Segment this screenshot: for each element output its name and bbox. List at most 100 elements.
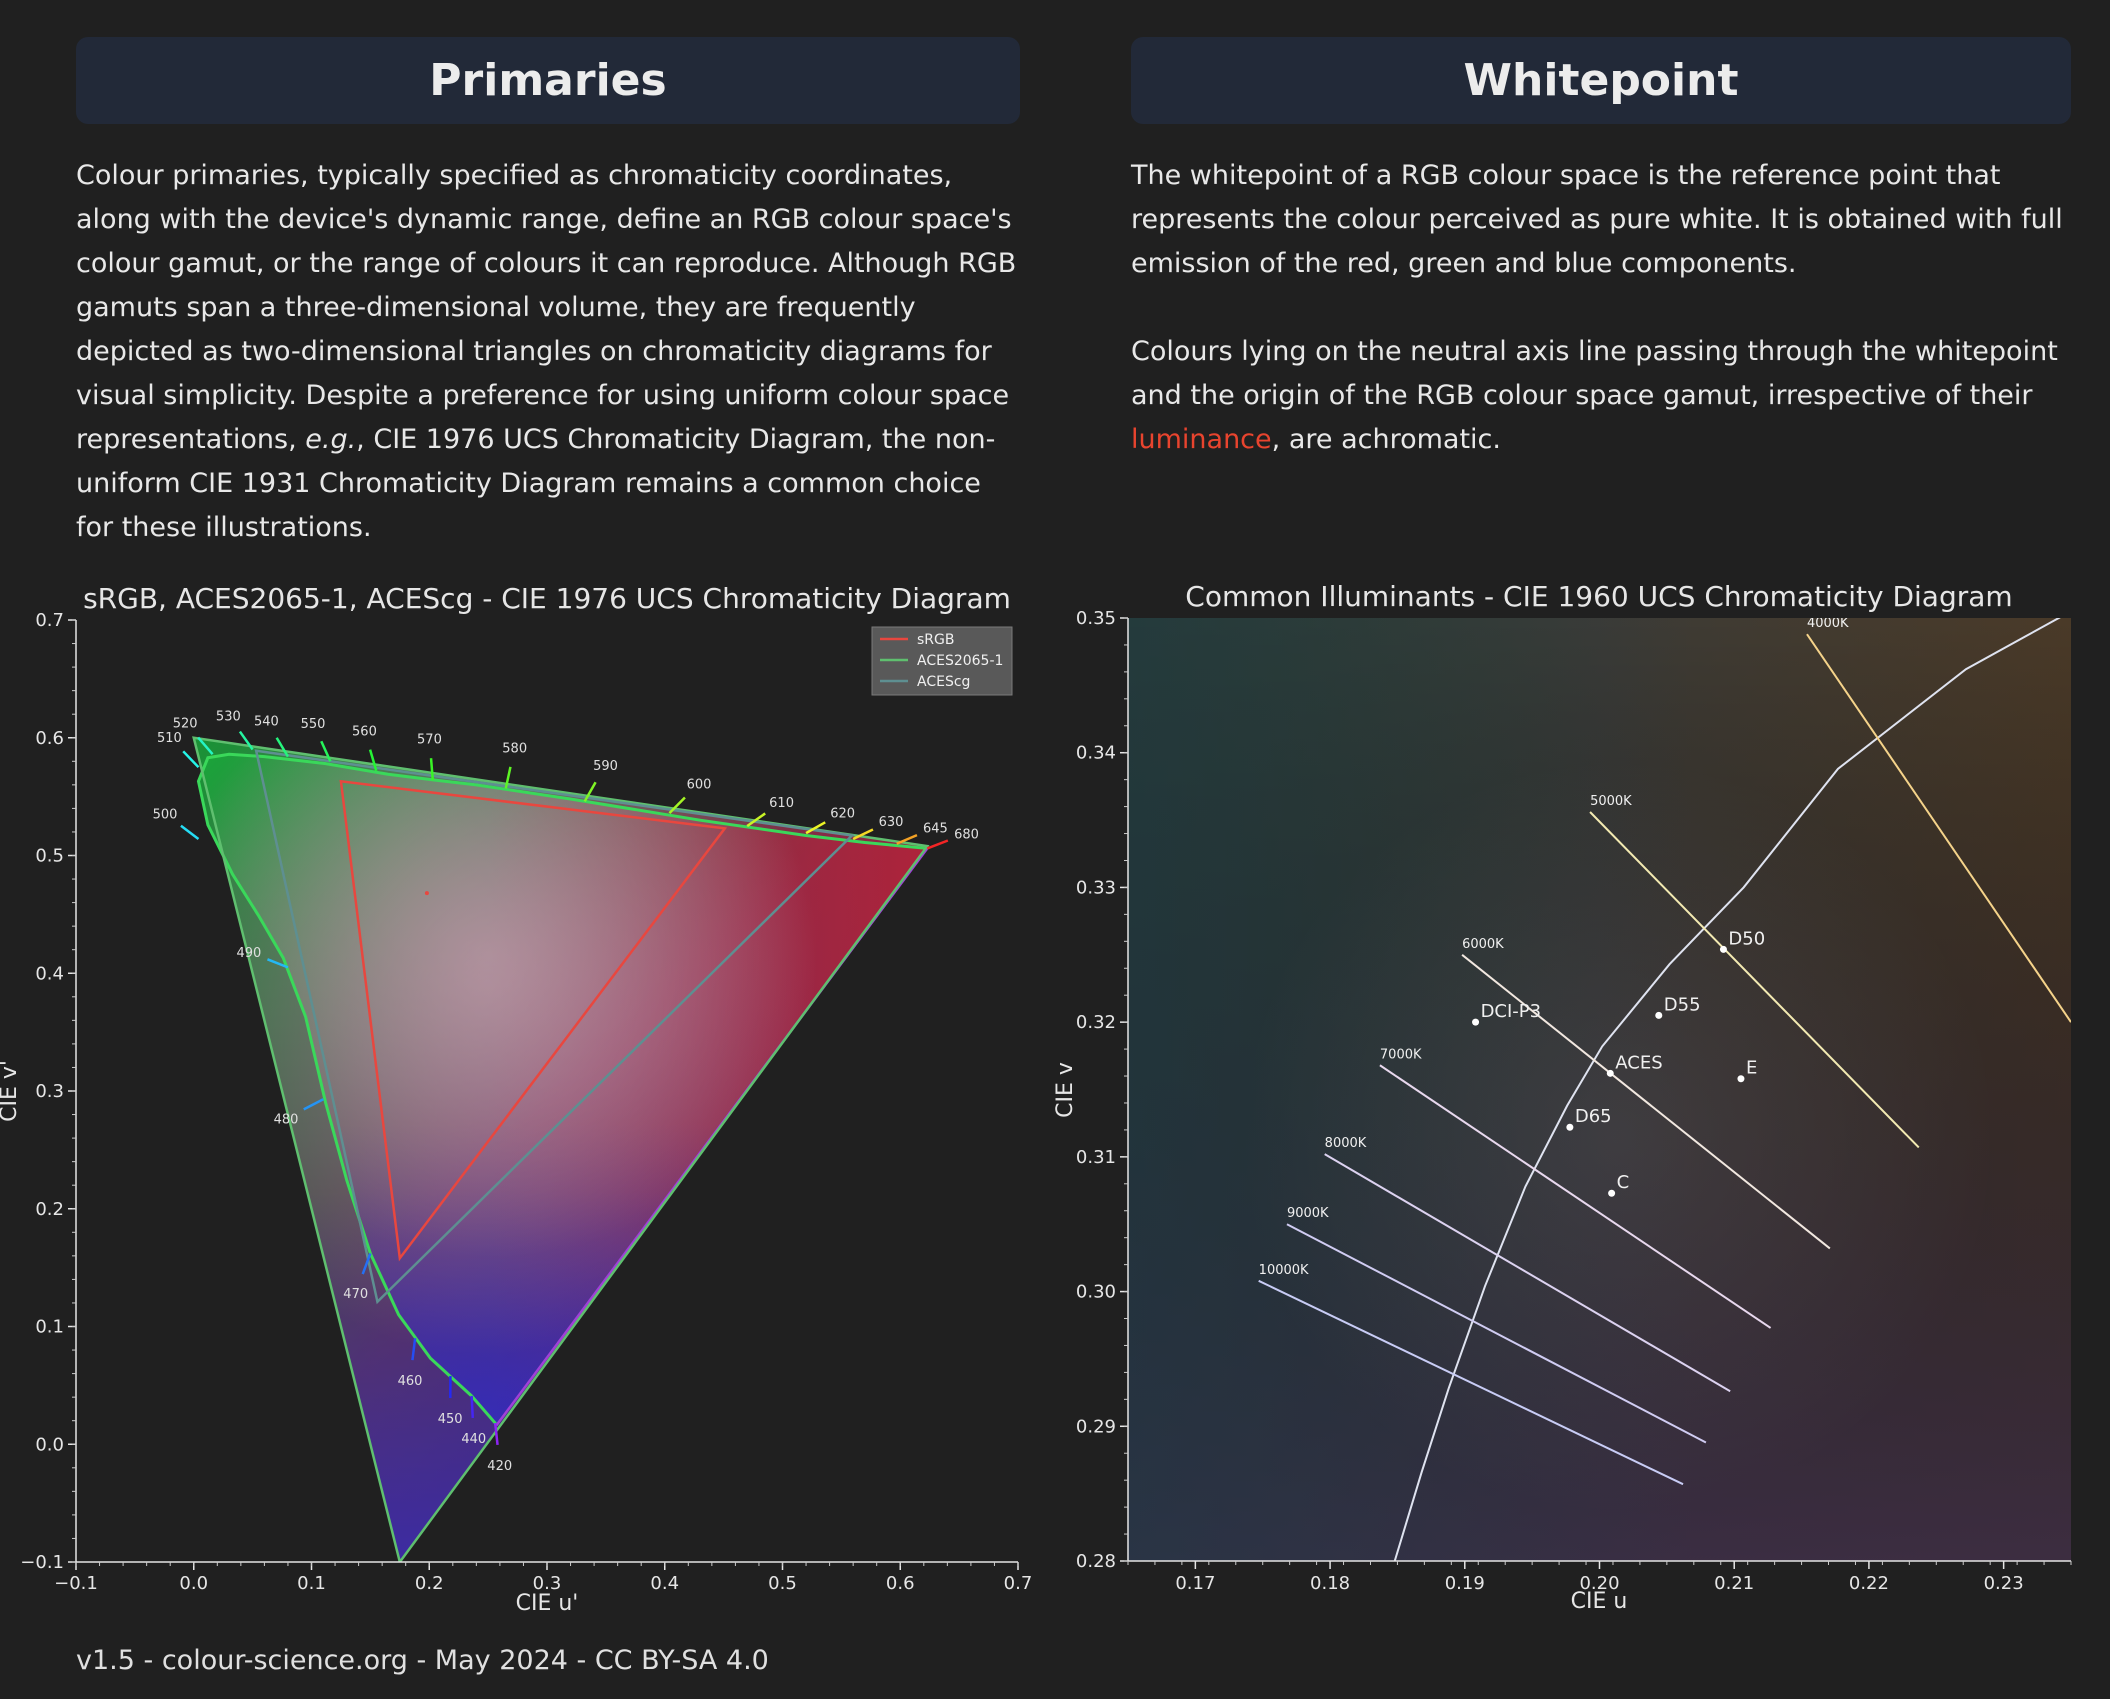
chart1-xtick-label: 0.7: [1004, 1573, 1033, 1594]
wavelength-label: 420: [487, 1459, 512, 1474]
chart1-xtick-label: 0.4: [650, 1573, 679, 1594]
chart1-xtick-label: 0.0: [179, 1573, 208, 1594]
chart1-xtick-label: 0.2: [415, 1573, 444, 1594]
wavelength-tick: [805, 821, 826, 835]
wavelength-label: 540: [254, 715, 279, 730]
chart2-ytick-label: 0.34: [1076, 743, 1116, 764]
chart1-title: sRGB, ACES2065-1, ACEScg - CIE 1976 UCS …: [83, 582, 1011, 615]
spectral-locus-fill: [198, 754, 928, 1426]
chart1-xtick-label: 0.5: [768, 1573, 797, 1594]
chart1-ytick-label: 0.2: [35, 1199, 64, 1220]
primaries-text-1: Colour primaries, typically specified as…: [76, 160, 1017, 455]
wavelength-label: 580: [502, 741, 527, 756]
illuminant-label-d50: D50: [1728, 928, 1765, 949]
chart1-ytick-label: 0.5: [35, 846, 64, 867]
whitepoint-description-2: Colours lying on the neutral axis line p…: [1131, 330, 2081, 462]
wavelength-label: 480: [274, 1113, 299, 1128]
chart2-xtick-label: 0.20: [1579, 1573, 1619, 1594]
chart2-title: Common Illuminants - CIE 1960 UCS Chroma…: [1185, 580, 2012, 613]
wavelength-tick: [896, 833, 918, 845]
chart2-ytick-label: 0.33: [1076, 877, 1116, 898]
wavelength-label: 550: [301, 717, 326, 732]
primaries-text-2: , CIE 1976 UCS Chromaticity Diagram, the…: [76, 424, 996, 543]
wavelength-tick: [180, 824, 200, 841]
chart2-xtick-label: 0.21: [1714, 1573, 1754, 1594]
wavelength-tick: [746, 812, 766, 828]
wavelength-label: 520: [173, 716, 198, 731]
wavelength-label: 470: [343, 1287, 368, 1302]
wavelength-tick: [411, 1338, 417, 1361]
illuminant-label-e: E: [1746, 1058, 1757, 1079]
chart1-ylabel: CIE v': [0, 1060, 22, 1122]
chart1-ytick-label: 0.4: [35, 963, 64, 984]
chart1-xtick-label: 0.1: [297, 1573, 326, 1594]
wavelength-label: 600: [687, 777, 712, 792]
chart2-ytick-label: 0.32: [1076, 1012, 1116, 1033]
cie1976-chart: sRGB, ACES2065-1, ACEScg - CIE 1976 UCS …: [0, 582, 1032, 1616]
cie1960-chart: Common Illuminants - CIE 1960 UCS Chroma…: [1053, 580, 2072, 1614]
wavelength-tick: [303, 1098, 324, 1111]
wavelength-tick: [275, 737, 290, 758]
illuminant-label-aces: ACES: [1615, 1052, 1662, 1073]
illuminant-label-dci-p3: DCI-P3: [1481, 1001, 1542, 1022]
wavelength-tick: [320, 740, 332, 762]
wavelength-label: 440: [461, 1432, 486, 1447]
chart2-ytick-label: 0.30: [1076, 1282, 1116, 1303]
chart2-xlabel: CIE u: [1571, 1589, 1628, 1614]
isotemperature-label: 4000K: [1807, 616, 1849, 631]
isotemperature-line-6000k: [1461, 954, 1831, 1250]
whitepoint-title: Whitepoint: [1463, 55, 1739, 106]
isotemperature-label: 8000K: [1325, 1136, 1367, 1151]
isotemperature-line-10000k: [1258, 1279, 1684, 1486]
wavelength-label: 680: [954, 827, 979, 842]
chart2-ytick-label: 0.28: [1076, 1551, 1116, 1572]
chart2-xtick-label: 0.17: [1175, 1573, 1215, 1594]
whitepoint-text-after: , are achromatic.: [1271, 424, 1501, 455]
chart2-background: [1128, 618, 2071, 1561]
wavelength-tick: [182, 750, 200, 769]
wavelength-tick: [926, 839, 949, 850]
chart2-xtick-label: 0.19: [1445, 1573, 1485, 1594]
whitepoint-marker: [424, 891, 429, 896]
gamut-srgb: [339, 779, 728, 1262]
isotemperature-line-7000k: [1379, 1064, 1772, 1329]
legend-label-acescg: ACEScg: [917, 674, 970, 690]
footer: v1.5 - colour-science.org - May 2024 - C…: [76, 1645, 769, 1676]
legend-label-srgb: sRGB: [917, 632, 954, 648]
wavelength-label: 450: [438, 1412, 463, 1427]
illuminant-label-d55: D55: [1664, 994, 1701, 1015]
wavelength-tick: [368, 749, 378, 772]
primaries-text-em: e.g.: [305, 424, 357, 455]
wavelength-label: 460: [398, 1374, 423, 1389]
illuminant-point-aces: [1606, 1069, 1614, 1077]
chart2-xtick-label: 0.23: [1984, 1573, 2024, 1594]
illuminant-point-d65: [1566, 1123, 1574, 1131]
illuminant-point-dci-p3: [1472, 1018, 1480, 1026]
chart2-xtick-label: 0.22: [1849, 1573, 1889, 1594]
legend-label-aces2065-1: ACES2065-1: [917, 653, 1003, 669]
wavelength-tick: [429, 758, 435, 781]
wavelength-label: 500: [153, 808, 178, 823]
wavelength-label: 560: [352, 724, 377, 739]
planckian-locus: [1393, 618, 2061, 1561]
isotemperature-line-4000k: [1806, 633, 2071, 1023]
wavelength-label: 620: [830, 807, 855, 822]
wavelength-tick: [852, 828, 874, 841]
illuminant-point-d55: [1655, 1011, 1663, 1019]
isotemperature-line-5000k: [1589, 811, 1920, 1149]
chart1-legend: sRGB ACES2065-1 ACEScg: [871, 626, 1013, 696]
whitepoint-header: Whitepoint: [1131, 37, 2071, 124]
chart1-ytick-label: 0.0: [35, 1434, 64, 1455]
isotemperature-line-8000k: [1324, 1153, 1731, 1393]
wavelength-label: 510: [157, 731, 182, 746]
wavelength-tick: [470, 1395, 475, 1419]
gamut-aces2065-1: [192, 736, 930, 1562]
luminance-link[interactable]: luminance: [1131, 424, 1272, 455]
chart2-ytick-label: 0.35: [1076, 608, 1116, 629]
chart1-plot-area: [180, 730, 949, 1562]
wavelength-tick: [504, 766, 512, 789]
illuminant-label-c: C: [1617, 1172, 1630, 1193]
chart1-xtick-label: −0.1: [54, 1573, 98, 1594]
